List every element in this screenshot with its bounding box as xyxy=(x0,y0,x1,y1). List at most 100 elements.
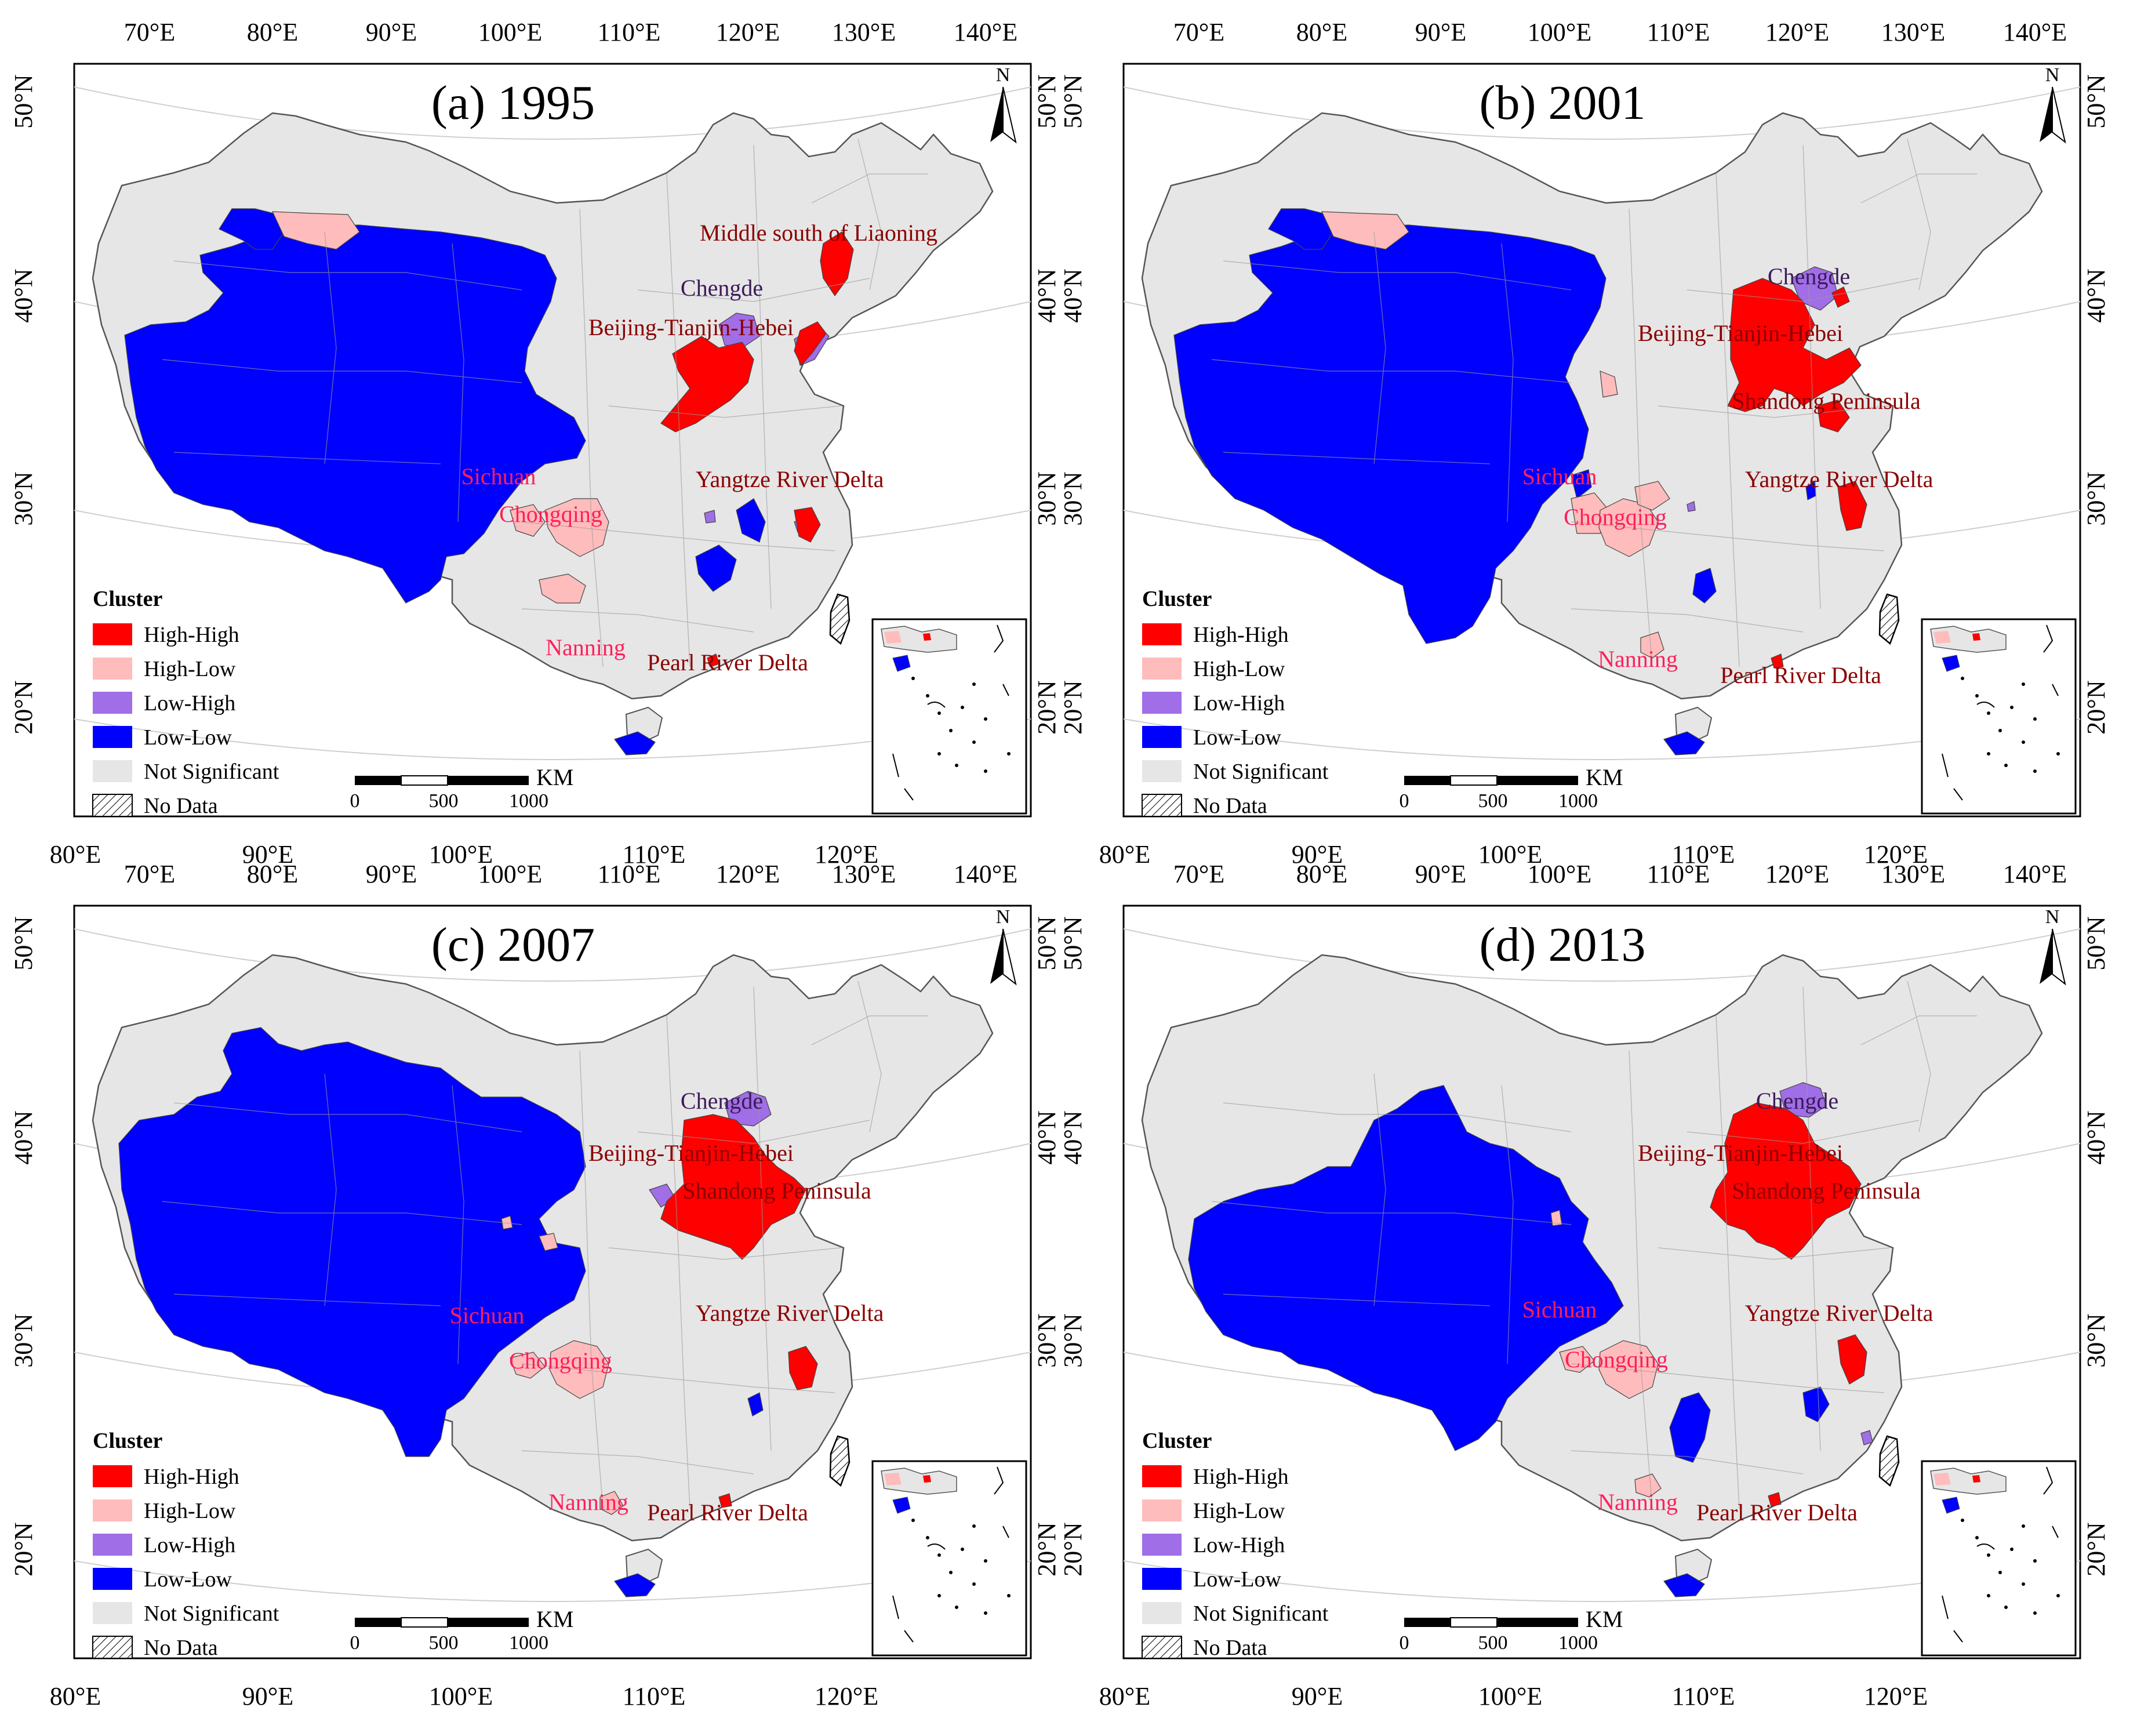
top-longitude-label: 100°E xyxy=(1528,18,1591,46)
top-longitude-label: 120°E xyxy=(1765,18,1829,46)
prefecture-boundaries xyxy=(162,980,928,1509)
right-latitude-label: 40°N xyxy=(1033,268,1061,322)
cluster-lh-region xyxy=(1860,1430,1873,1446)
legend-title: Cluster xyxy=(93,1429,162,1453)
map-panel-c: 70°E 80°E 90°E 100°E 110°E 120°E 130°E 140°E 80°… xyxy=(9,860,1061,1710)
bottom-longitude-label: 80°E xyxy=(50,840,101,869)
cluster-hh-region xyxy=(718,1493,732,1508)
label-prd: Pearl River Delta xyxy=(647,649,808,675)
scale-tick-label: 1000 xyxy=(1558,1632,1598,1654)
legend-title: Cluster xyxy=(1142,1429,1212,1453)
legend-swatch-nd xyxy=(1142,1636,1182,1659)
north-arrow-label: N xyxy=(2045,906,2060,928)
top-longitude-label: 100°E xyxy=(1528,860,1591,888)
top-longitude-label: 100°E xyxy=(478,18,542,46)
left-latitude-label: 40°N xyxy=(9,1110,38,1164)
legend-swatch-ns xyxy=(93,1602,132,1624)
bottom-longitude-label: 80°E xyxy=(1099,840,1150,869)
label-prd: Pearl River Delta xyxy=(1696,1499,1858,1526)
bottom-longitude-label: 120°E xyxy=(815,1682,878,1710)
label-sp: Shandong Peninsula xyxy=(682,1178,871,1204)
top-longitude-label: 140°E xyxy=(2003,18,2067,46)
top-longitude-label: 80°E xyxy=(247,18,298,46)
legend-swatch-lh xyxy=(1142,692,1182,714)
left-latitude-label: 30°N xyxy=(1059,471,1087,525)
north-arrow: N xyxy=(2040,906,2066,986)
top-longitude-label: 140°E xyxy=(954,18,1017,46)
legend: Cluster High-High High-Low Low-High Low-Low N… xyxy=(92,1429,279,1660)
right-latitude-label: 50°N xyxy=(1033,74,1061,128)
legend-label-hl: High-Low xyxy=(1193,1499,1285,1523)
legend-label-nd: No Data xyxy=(144,794,218,818)
top-longitude-label: 90°E xyxy=(1415,860,1466,888)
label-chongqing: Chongqing xyxy=(509,1348,612,1374)
taiwan-no-data xyxy=(1878,593,1900,645)
label-yrd: Yangtze River Delta xyxy=(696,466,884,492)
label-chongqing: Chongqing xyxy=(499,501,602,527)
label-nanning: Nanning xyxy=(546,634,626,660)
legend-label-lh: Low-High xyxy=(1193,691,1285,716)
cluster-lh-region xyxy=(704,510,716,524)
prefecture-boundaries xyxy=(1211,980,1977,1509)
bottom-longitude-label: 80°E xyxy=(1099,1682,1150,1710)
south-china-sea-inset xyxy=(1921,1460,2077,1657)
cluster-ll-region xyxy=(614,731,656,756)
left-latitude-label: 50°N xyxy=(9,74,38,128)
cluster-ll-region xyxy=(614,1573,656,1597)
bottom-longitude-label: 120°E xyxy=(815,840,878,869)
china-map xyxy=(92,954,994,1597)
panel-title: (d) 2013 xyxy=(1480,918,1646,972)
legend-label-lh: Low-High xyxy=(144,1533,235,1557)
top-longitude-label: 120°E xyxy=(716,18,780,46)
scale-unit: KM xyxy=(1586,764,1623,790)
legend-label-lh: Low-High xyxy=(144,691,235,716)
map-panel-b: 70°E 80°E 90°E 100°E 110°E 120°E 130°E 140°E 80°… xyxy=(1059,18,2110,869)
cluster-hl-region xyxy=(1550,1210,1562,1226)
label-yrd: Yangtze River Delta xyxy=(696,1300,884,1326)
taiwan-no-data xyxy=(829,1435,851,1487)
cluster-hl-region xyxy=(599,1491,624,1515)
legend-label-ns: Not Significant xyxy=(1193,760,1329,784)
cluster-hh-region xyxy=(794,507,821,543)
top-longitude-label: 110°E xyxy=(1647,860,1710,888)
cluster-hh-region xyxy=(660,336,754,433)
top-longitude-label: 90°E xyxy=(366,18,417,46)
bottom-longitude-label: 110°E xyxy=(1672,840,1735,869)
legend-label-ll: Low-Low xyxy=(1193,1567,1282,1592)
taiwan-no-data xyxy=(1878,1435,1900,1487)
scale-tick-label: 1000 xyxy=(509,1632,548,1654)
cluster-hl-region xyxy=(1321,211,1409,250)
label-ms_liaoning: Middle south of Liaoning xyxy=(700,220,937,246)
legend-label-hh: High-High xyxy=(1193,1465,1289,1489)
label-bth: Beijing-Tianjin-Hebei xyxy=(1638,320,1843,346)
legend-swatch-ll xyxy=(1142,726,1182,748)
scale-bar: KM 0 500 1000 xyxy=(1400,764,1623,812)
cluster-hl-region xyxy=(510,504,546,537)
scale-unit: KM xyxy=(1586,1606,1623,1632)
legend-swatch-hh xyxy=(93,623,132,645)
scale-tick-label: 500 xyxy=(1478,790,1508,812)
bottom-longitude-label: 80°E xyxy=(50,1682,101,1710)
cluster-hl-region xyxy=(501,1215,513,1230)
right-latitude-label: 30°N xyxy=(1033,1313,1061,1367)
left-latitude-label: 40°N xyxy=(9,268,38,322)
legend-label-nd: No Data xyxy=(1193,794,1267,818)
right-latitude-label: 50°N xyxy=(2082,916,2110,970)
legend-label-ns: Not Significant xyxy=(1193,1601,1329,1626)
cluster-ll-region xyxy=(747,1392,764,1417)
cluster-ll-region xyxy=(1692,568,1717,604)
label-chengde: Chengde xyxy=(681,275,763,301)
scale-tick-label: 500 xyxy=(429,790,459,812)
cluster-hl-region xyxy=(1559,1346,1595,1373)
bottom-longitude-label: 90°E xyxy=(1292,840,1343,869)
bottom-longitude-label: 110°E xyxy=(623,1682,686,1710)
scale-tick-label: 0 xyxy=(1400,1632,1409,1654)
legend-swatch-nd xyxy=(1142,794,1182,817)
left-latitude-label: 20°N xyxy=(1059,680,1087,734)
legend-label-ll: Low-Low xyxy=(1193,725,1282,750)
top-longitude-label: 140°E xyxy=(2003,860,2067,888)
scale-unit: KM xyxy=(536,1606,573,1632)
bottom-longitude-label: 100°E xyxy=(1478,1682,1542,1710)
left-latitude-label: 30°N xyxy=(9,471,38,525)
bottom-longitude-label: 90°E xyxy=(242,840,293,869)
